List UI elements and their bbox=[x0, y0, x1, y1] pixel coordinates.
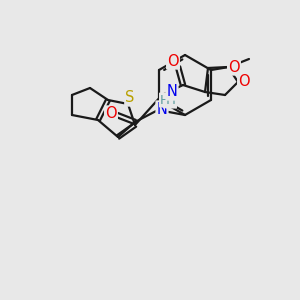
Text: S: S bbox=[125, 91, 135, 106]
Text: N: N bbox=[167, 85, 177, 100]
Text: O: O bbox=[238, 74, 250, 89]
Text: O: O bbox=[105, 106, 117, 122]
Text: O: O bbox=[228, 59, 240, 74]
Text: N: N bbox=[157, 101, 167, 116]
Text: H: H bbox=[160, 94, 170, 106]
Text: O: O bbox=[167, 53, 179, 68]
Text: H: H bbox=[166, 94, 176, 107]
